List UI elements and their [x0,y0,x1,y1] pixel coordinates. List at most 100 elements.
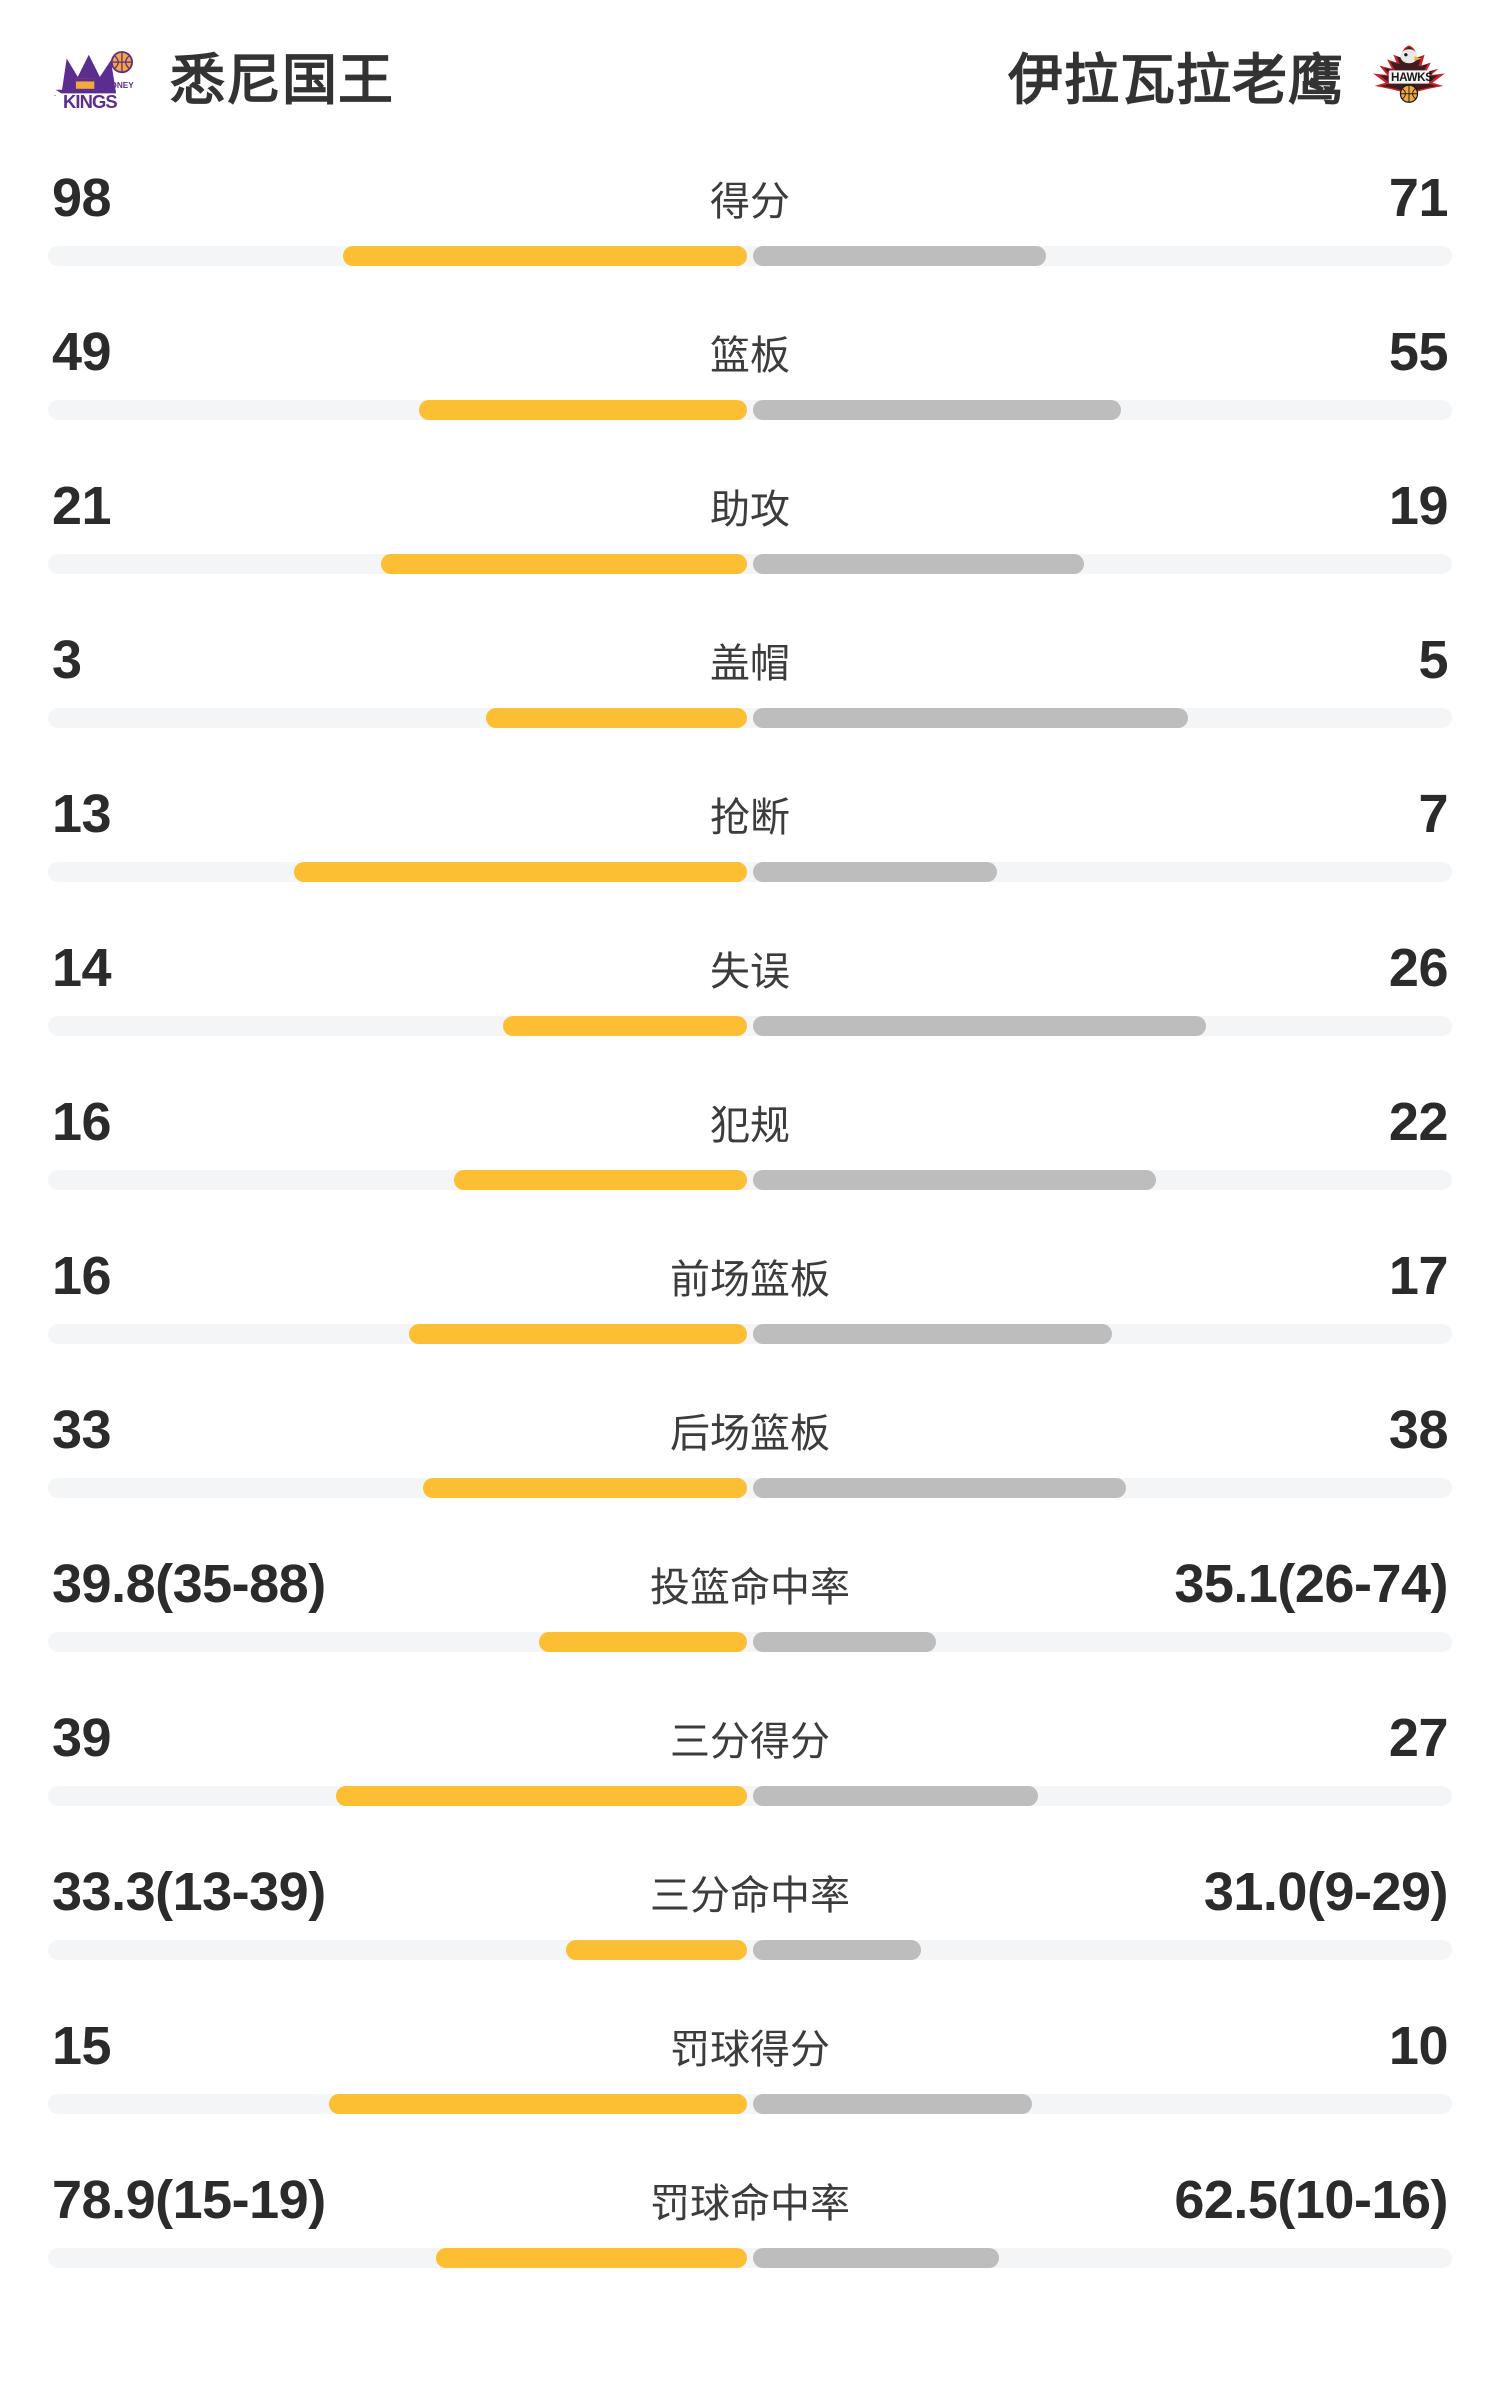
stat-row: 16 犯规 22 [0,1074,1500,1228]
away-stat-bar [753,1016,1206,1036]
stat-values: 33.3(13-39) 三分命中率 31.0(9-29) [48,1844,1452,1940]
stat-label: 抢断 [710,796,790,840]
stat-row: 49 篮板 55 [0,304,1500,458]
stat-values: 78.9(15-19) 罚球命中率 62.5(10-16) [48,2152,1452,2248]
away-stat-value: 31.0(9-29) [1203,1862,1449,1922]
away-stat-value: 62.5(10-16) [1174,2170,1448,2230]
stat-row: 78.9(15-19) 罚球命中率 62.5(10-16) [0,2152,1500,2306]
away-team-name: 伊拉瓦拉老鹰 [1007,49,1344,111]
home-stat-bar [409,1324,747,1344]
away-stat-bar [753,1478,1126,1498]
away-stat-value: 55 [1388,322,1449,382]
away-stat-value: 17 [1388,1246,1449,1306]
home-stat-bar [381,554,747,574]
stat-label: 三分得分 [670,1720,830,1764]
stat-label: 犯规 [710,1104,790,1148]
stat-bar-track [48,400,1452,420]
svg-text:SYDNEY: SYDNEY [100,81,134,90]
stat-label: 前场篮板 [670,1258,830,1302]
stat-row: 16 前场篮板 17 [0,1228,1500,1382]
home-stat-bar [503,1016,747,1036]
away-stat-bar [753,708,1189,728]
home-stat-value: 33 [52,1400,112,1460]
scoreboard-header: SYDNEY KINGS 悉尼国王 伊拉瓦拉老鹰 HAWKS [0,0,1500,150]
away-stat-bar [753,400,1122,420]
stat-values: 39.8(35-88) 投篮命中率 35.1(26-74) [48,1536,1452,1632]
home-stat-value: 14 [52,938,112,998]
away-stat-value: 71 [1388,168,1449,228]
stat-row: 3 盖帽 5 [0,612,1500,766]
stat-row: 33 后场篮板 38 [0,1382,1500,1536]
home-stat-value: 13 [52,784,112,844]
away-stat-value: 22 [1388,1092,1449,1152]
home-stat-bar [539,1632,747,1652]
home-stat-value: 15 [52,2016,112,2076]
stat-values: 98 得分 71 [48,150,1452,246]
home-stat-bar [423,1478,747,1498]
away-team: 伊拉瓦拉老鹰 HAWKS [1008,35,1448,115]
stat-row: 13 抢断 7 [0,766,1500,920]
home-stat-value: 21 [52,476,112,536]
stat-values: 21 助攻 19 [48,458,1452,554]
stat-bar-track [48,1324,1452,1344]
stat-bar-track [48,1940,1452,1960]
home-stat-bar [418,400,747,420]
stat-bar-track [48,1478,1452,1498]
home-stat-value: 33.3(13-39) [52,1862,326,1922]
stat-values: 49 篮板 55 [48,304,1452,400]
away-stat-value: 38 [1388,1400,1449,1460]
svg-text:HAWKS: HAWKS [1391,71,1433,84]
stat-label: 得分 [710,180,790,224]
stat-bar-track [48,2094,1452,2114]
away-stat-bar [753,1940,922,1960]
home-stat-bar [343,246,747,266]
svg-text:KINGS: KINGS [63,91,117,112]
away-stat-value: 7 [1418,784,1448,844]
away-stat-value: 10 [1388,2016,1449,2076]
home-stat-value: 16 [52,1246,112,1306]
stat-row: 21 助攻 19 [0,458,1500,612]
home-stat-bar [329,2094,747,2114]
home-team-name: 悉尼国王 [170,49,395,111]
stat-label: 后场篮板 [670,1412,830,1456]
stat-values: 16 前场篮板 17 [48,1228,1452,1324]
stat-label: 罚球得分 [670,2028,830,2072]
stat-bar-track [48,708,1452,728]
stats-comparison-list: 98 得分 71 49 篮板 55 21 助攻 19 3 盖帽 5 13 抢断 7 14 失误 26 16 犯规 22 1… [0,150,1500,2306]
away-stat-bar [753,2248,1000,2268]
home-stat-value: 16 [52,1092,112,1152]
stat-row: 39 三分得分 27 [0,1690,1500,1844]
stat-label: 篮板 [710,334,790,378]
stat-row: 98 得分 71 [0,150,1500,304]
home-stat-value: 3 [52,630,82,690]
home-stat-value: 39 [52,1708,112,1768]
stat-values: 15 罚球得分 10 [48,1998,1452,2094]
stat-bar-track [48,246,1452,266]
away-stat-value: 19 [1388,476,1449,536]
stat-values: 3 盖帽 5 [48,612,1452,708]
stat-bar-track [48,2248,1452,2268]
home-stat-bar [485,708,747,728]
stat-bar-track [48,862,1452,882]
home-stat-value: 39.8(35-88) [52,1554,326,1614]
stat-bar-track [48,554,1452,574]
away-stat-bar [753,1786,1038,1806]
away-stat-bar [753,1324,1112,1344]
stat-values: 14 失误 26 [48,920,1452,1016]
away-stat-bar [753,246,1046,266]
stat-values: 39 三分得分 27 [48,1690,1452,1786]
kings-logo-icon: SYDNEY KINGS [53,51,141,112]
away-stat-bar [753,862,997,882]
home-stat-bar [436,2248,747,2268]
home-stat-bar [453,1170,747,1190]
stat-row: 14 失误 26 [0,920,1500,1074]
stat-row: 33.3(13-39) 三分命中率 31.0(9-29) [0,1844,1500,1998]
stat-values: 16 犯规 22 [48,1074,1452,1170]
away-stat-bar [753,554,1084,574]
home-stat-value: 49 [52,322,112,382]
home-stat-value: 78.9(15-19) [52,2170,326,2230]
away-stat-value: 5 [1418,630,1448,690]
stat-bar-track [48,1170,1452,1190]
home-team: SYDNEY KINGS 悉尼国王 [52,35,394,115]
home-stat-bar [335,1786,747,1806]
